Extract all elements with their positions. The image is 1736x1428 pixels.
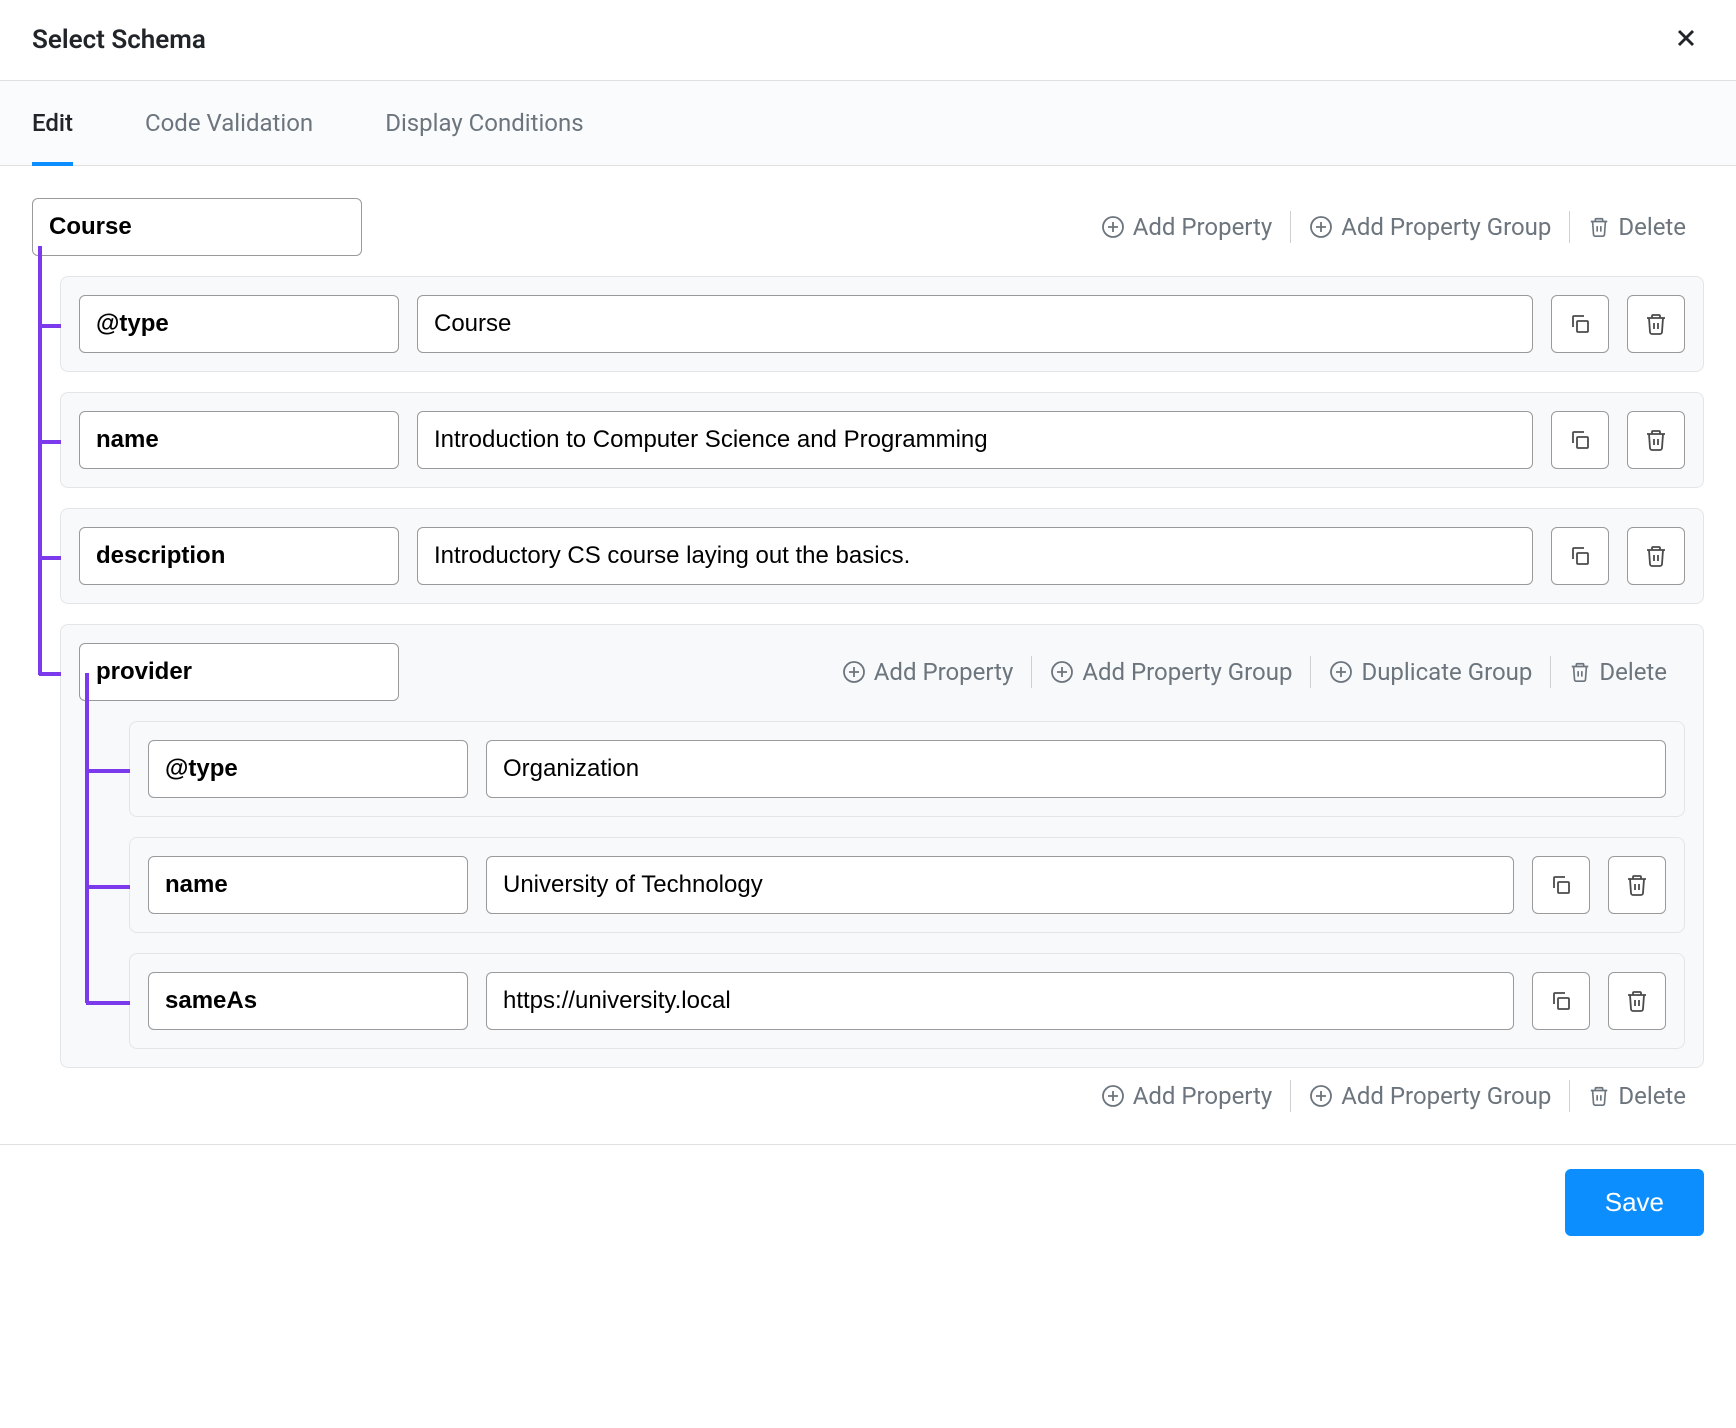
- modal-footer: Save: [0, 1144, 1736, 1260]
- close-button[interactable]: [1668, 20, 1704, 60]
- delete-row-button[interactable]: [1608, 856, 1666, 914]
- delete-row-button[interactable]: [1627, 411, 1685, 469]
- property-value-input[interactable]: [417, 527, 1533, 585]
- trash-icon: [1644, 312, 1668, 336]
- property-group: Add Property Add Property Group Duplicat…: [60, 624, 1704, 1068]
- tree-branch: [39, 440, 61, 444]
- property-value-input[interactable]: [417, 411, 1533, 469]
- delete-button[interactable]: Delete: [1551, 658, 1685, 686]
- copy-button[interactable]: [1532, 856, 1590, 914]
- tree-trunk: [85, 673, 89, 1003]
- property-value-input[interactable]: [486, 972, 1514, 1030]
- root-actions: Add Property Add Property Group Delete: [1083, 211, 1704, 243]
- copy-button[interactable]: [1551, 527, 1609, 585]
- copy-icon: [1568, 312, 1592, 336]
- modal-title: Select Schema: [32, 25, 206, 55]
- property-key-input[interactable]: [79, 527, 399, 585]
- tree-trunk: [38, 246, 42, 675]
- plus-circle-icon: [1309, 215, 1333, 239]
- tree-branch: [39, 556, 61, 560]
- property-key-input[interactable]: [148, 972, 468, 1030]
- root-row: Add Property Add Property Group Delete: [32, 198, 1704, 256]
- plus-circle-icon: [1329, 660, 1353, 684]
- property-key-input[interactable]: [79, 411, 399, 469]
- tree-branch: [39, 324, 61, 328]
- delete-button[interactable]: Delete: [1570, 1082, 1704, 1110]
- add-property-group-label: Add Property Group: [1082, 658, 1292, 686]
- bottom-actions: Add Property Add Property Group Delete: [32, 1080, 1704, 1112]
- plus-circle-icon: [842, 660, 866, 684]
- delete-row-button[interactable]: [1608, 972, 1666, 1030]
- copy-icon: [1568, 544, 1592, 568]
- tab-edit[interactable]: Edit: [32, 81, 109, 165]
- add-property-group-button[interactable]: Add Property Group: [1032, 658, 1310, 686]
- add-property-label: Add Property: [1133, 213, 1273, 241]
- duplicate-group-label: Duplicate Group: [1361, 658, 1532, 686]
- add-property-group-label: Add Property Group: [1341, 1082, 1551, 1110]
- close-icon: [1672, 24, 1700, 52]
- delete-row-button[interactable]: [1627, 295, 1685, 353]
- tab-code-validation[interactable]: Code Validation: [145, 81, 349, 165]
- delete-label: Delete: [1599, 658, 1667, 686]
- add-property-group-button[interactable]: Add Property Group: [1291, 213, 1569, 241]
- trash-icon: [1588, 1085, 1610, 1107]
- group-actions: Add Property Add Property Group Duplicat…: [824, 656, 1685, 688]
- trash-icon: [1625, 873, 1649, 897]
- copy-button[interactable]: [1551, 295, 1609, 353]
- add-property-label: Add Property: [1133, 1082, 1273, 1110]
- property-key-input[interactable]: [148, 856, 468, 914]
- delete-row-button[interactable]: [1627, 527, 1685, 585]
- add-property-button[interactable]: Add Property: [1083, 1082, 1291, 1110]
- copy-icon: [1568, 428, 1592, 452]
- copy-button[interactable]: [1532, 972, 1590, 1030]
- add-property-button[interactable]: Add Property: [1083, 213, 1291, 241]
- delete-label: Delete: [1618, 213, 1686, 241]
- tree-area: Add Property Add Property Group Duplicat…: [32, 276, 1704, 1068]
- plus-circle-icon: [1309, 1084, 1333, 1108]
- property-row: [129, 953, 1685, 1049]
- modal-header: Select Schema: [0, 0, 1736, 81]
- delete-label: Delete: [1618, 1082, 1686, 1110]
- group-header: Add Property Add Property Group Duplicat…: [79, 643, 1685, 701]
- group-key-input[interactable]: [79, 643, 399, 701]
- plus-circle-icon: [1101, 1084, 1125, 1108]
- property-value-input[interactable]: [486, 856, 1514, 914]
- property-row: [129, 837, 1685, 933]
- add-property-group-button[interactable]: Add Property Group: [1291, 1082, 1569, 1110]
- add-property-button[interactable]: Add Property: [824, 658, 1032, 686]
- trash-icon: [1625, 989, 1649, 1013]
- trash-icon: [1588, 216, 1610, 238]
- tree-branch: [86, 885, 130, 889]
- tree-branch: [39, 672, 61, 676]
- trash-icon: [1644, 544, 1668, 568]
- copy-button[interactable]: [1551, 411, 1609, 469]
- property-row: [60, 276, 1704, 372]
- property-value-input[interactable]: [417, 295, 1533, 353]
- property-key-input[interactable]: [79, 295, 399, 353]
- add-property-label: Add Property: [874, 658, 1014, 686]
- delete-button[interactable]: Delete: [1570, 213, 1704, 241]
- trash-icon: [1569, 661, 1591, 683]
- trash-icon: [1644, 428, 1668, 452]
- plus-circle-icon: [1101, 215, 1125, 239]
- plus-circle-icon: [1050, 660, 1074, 684]
- property-value-input[interactable]: [486, 740, 1666, 798]
- root-type-input[interactable]: [32, 198, 362, 256]
- tree-branch: [86, 1001, 130, 1005]
- property-row: [60, 392, 1704, 488]
- group-tree: [79, 721, 1685, 1049]
- add-property-group-label: Add Property Group: [1341, 213, 1551, 241]
- copy-icon: [1549, 873, 1573, 897]
- save-button[interactable]: Save: [1565, 1169, 1704, 1236]
- tree-branch: [86, 769, 130, 773]
- property-row: [60, 508, 1704, 604]
- copy-icon: [1549, 989, 1573, 1013]
- tabs: Edit Code Validation Display Conditions: [0, 81, 1736, 166]
- property-key-input[interactable]: [148, 740, 468, 798]
- property-row: [129, 721, 1685, 817]
- schema-editor: Add Property Add Property Group Delete: [0, 166, 1736, 1144]
- tab-display-conditions[interactable]: Display Conditions: [385, 81, 619, 165]
- duplicate-group-button[interactable]: Duplicate Group: [1311, 658, 1550, 686]
